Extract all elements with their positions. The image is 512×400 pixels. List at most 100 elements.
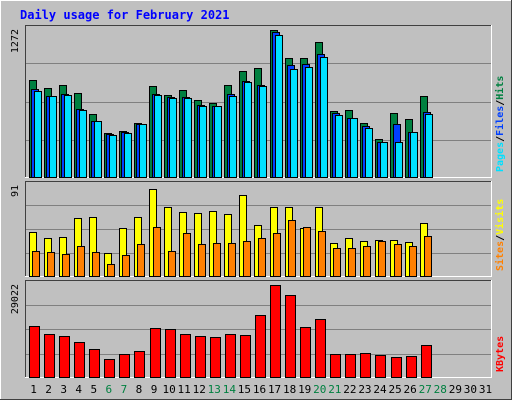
bar-sites-day-6 [107,264,115,277]
bar-kbytes-day-25 [391,357,402,378]
bar-kbytes-day-1 [29,326,40,378]
bar-kbytes-day-12 [195,336,206,378]
y-axis-max-label: 91 [10,185,21,197]
x-axis-tick-labels: 1 2 3 4 5 6 7 8 9 10 11 12 13 14 15 16 17 18 19 20 21 22 23 24 2… [30,383,492,396]
bar-kbytes-day-5 [89,349,100,378]
x-tick-label-4: 4 [75,383,82,396]
x-tick-label-31: 31 [479,383,492,396]
legend-entry: Hits [494,76,506,100]
bar-pages-day-17 [275,35,283,178]
legend-entry: Sites [494,241,506,271]
x-tick-label-23: 23 [358,383,371,396]
chart-title: Daily usage for February 2021 [20,8,230,22]
x-tick-label-1: 1 [30,383,37,396]
bar-pages-day-19 [305,67,313,178]
bar-sites-day-1 [32,251,40,277]
bar-kbytes-day-26 [406,356,417,378]
bar-pages-day-13 [214,106,222,178]
bar-pages-day-24 [380,142,388,178]
bar-sites-day-16 [258,238,266,277]
bar-pages-day-27 [425,114,433,178]
bar-sites-day-11 [183,233,191,277]
bar-kbytes-day-13 [210,337,221,378]
bar-kbytes-day-17 [270,285,281,378]
x-tick-label-25: 25 [388,383,401,396]
legend-entry: / [495,100,506,106]
x-tick-label-27: 27 [419,383,432,396]
series-sites [32,220,432,277]
bar-kbytes-day-24 [375,355,386,378]
bar-kbytes-day-19 [300,327,311,378]
bar-sites-day-18 [288,220,296,277]
x-tick-label-13: 13 [208,383,221,396]
bar-kbytes-day-9 [150,328,161,378]
legend: Pages/Files/Hits [494,76,506,172]
x-tick-label-15: 15 [238,383,251,396]
bar-sites-day-20 [318,231,326,277]
bar-sites-day-8 [137,244,145,277]
bar-pages-day-16 [259,86,267,178]
legend-entry: Files [494,106,506,136]
bar-sites-day-24 [378,241,386,277]
bar-sites-day-17 [273,233,281,277]
panel-visits-sites: 91 Sites/Visits [10,181,506,277]
bar-sites-day-13 [213,243,221,277]
bar-pages-day-4 [79,110,87,178]
bar-sites-day-14 [228,243,236,277]
bar-pages-day-8 [139,124,147,178]
x-tick-label-22: 22 [343,383,356,396]
x-tick-label-20: 20 [313,383,326,396]
bar-pages-day-1 [34,91,42,178]
bar-pages-day-26 [410,132,418,178]
y-axis-max-label: 1272 [10,29,21,53]
bar-sites-day-2 [47,252,55,277]
x-tick-label-19: 19 [298,383,311,396]
legend-entry: KBytes [495,336,506,372]
x-tick-label-6: 6 [106,383,113,396]
bar-pages-day-21 [335,115,343,178]
x-tick-label-30: 30 [464,383,477,396]
bar-kbytes-day-20 [315,319,326,378]
bar-sites-day-23 [363,246,371,277]
bar-sites-day-22 [348,248,356,277]
x-tick-label-14: 14 [223,383,237,396]
legend-entry: / [495,235,506,241]
bar-kbytes-day-6 [104,359,115,378]
bar-pages-day-3 [64,95,72,178]
x-tick-label-8: 8 [136,383,143,396]
bar-pages-day-7 [124,133,132,178]
x-tick-label-7: 7 [121,383,128,396]
x-tick-label-12: 12 [193,383,206,396]
bar-pages-day-6 [109,135,117,178]
bar-kbytes-day-15 [240,335,251,378]
bar-kbytes-day-22 [345,354,356,378]
bar-sites-day-9 [153,227,161,277]
x-tick-label-29: 29 [449,383,462,396]
bar-kbytes-day-4 [74,342,85,378]
bar-kbytes-day-8 [134,351,145,378]
bar-pages-day-9 [154,95,162,178]
bar-kbytes-day-16 [255,315,266,378]
bar-kbytes-day-21 [330,354,341,378]
y-axis-max-label: 29022 [10,284,21,314]
bar-pages-day-5 [94,121,102,178]
bar-pages-day-18 [290,69,298,178]
bar-sites-day-12 [198,244,206,277]
x-tick-label-24: 24 [373,383,387,396]
bar-sites-day-5 [92,252,100,277]
bar-pages-day-25 [395,142,403,178]
bar-kbytes-day-7 [119,354,130,378]
bar-kbytes-day-18 [285,295,296,378]
x-tick-label-21: 21 [328,383,341,396]
bar-pages-day-10 [169,98,177,178]
bar-pages-day-22 [350,118,358,178]
x-tick-label-11: 11 [178,383,191,396]
bar-kbytes-day-2 [44,334,55,378]
x-tick-label-16: 16 [253,383,266,396]
bar-sites-day-25 [394,244,402,277]
bar-sites-day-3 [62,254,70,277]
x-tick-label-3: 3 [60,383,67,396]
bar-sites-day-10 [168,251,176,277]
panel-kbytes: 29022 KBytes [10,280,506,378]
